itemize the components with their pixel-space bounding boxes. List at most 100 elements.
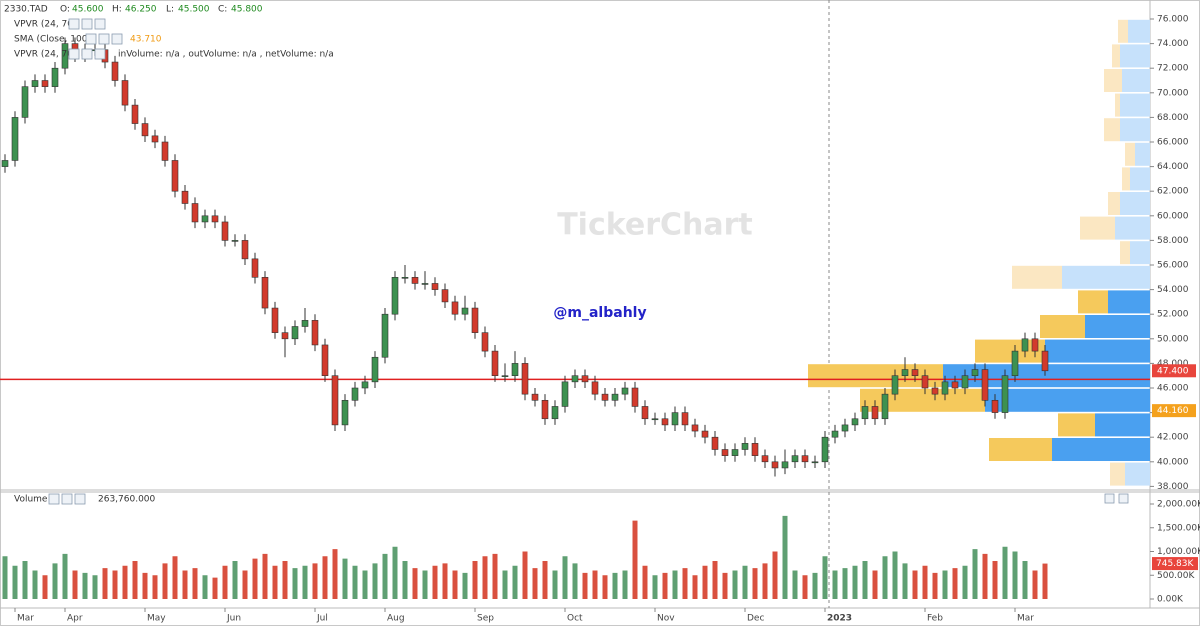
candle-body bbox=[321, 344, 329, 377]
candle-body bbox=[271, 307, 279, 333]
candle-body bbox=[511, 363, 519, 376]
price-label-box bbox=[1152, 364, 1196, 378]
candle-body bbox=[261, 276, 269, 309]
volume-bar bbox=[122, 565, 128, 599]
hide-icon[interactable] bbox=[81, 48, 93, 60]
volume-label: 745.83K bbox=[1156, 559, 1194, 569]
profile-down bbox=[1062, 265, 1150, 289]
volume-bar bbox=[92, 575, 98, 599]
candle-body bbox=[641, 406, 649, 420]
price-label: 47.400 bbox=[1157, 366, 1189, 376]
profile-down bbox=[1125, 462, 1150, 486]
candle-body bbox=[681, 412, 689, 426]
profile-down bbox=[943, 364, 1150, 388]
volume-bar bbox=[1032, 570, 1038, 599]
profile-up bbox=[1115, 93, 1120, 117]
profile-up bbox=[1110, 462, 1125, 486]
hide-icon[interactable] bbox=[98, 33, 110, 45]
label: O: bbox=[60, 5, 70, 15]
candle-body bbox=[951, 381, 959, 389]
candle-body bbox=[731, 449, 739, 456]
candle-body bbox=[1031, 338, 1039, 352]
settings-icon[interactable] bbox=[68, 48, 80, 60]
maximize-icon[interactable] bbox=[1104, 493, 1115, 504]
volume-bar bbox=[62, 553, 68, 599]
volume-bar bbox=[102, 568, 108, 599]
volume-bar bbox=[782, 515, 788, 599]
candle-body bbox=[461, 307, 469, 315]
candle-body bbox=[931, 387, 939, 395]
x-tick-label: Mar bbox=[1017, 614, 1034, 624]
volume-bar bbox=[632, 520, 638, 599]
settings-icon[interactable] bbox=[68, 18, 80, 30]
candle-body bbox=[991, 399, 999, 413]
volume-bar bbox=[442, 563, 448, 599]
y-tick-label: 2,000.00K bbox=[1157, 500, 1200, 510]
volume-bar bbox=[842, 568, 848, 599]
candle-body bbox=[601, 393, 609, 401]
candle-body bbox=[591, 381, 599, 395]
candle-body bbox=[741, 443, 749, 450]
volume-bar bbox=[862, 561, 868, 599]
candle-body bbox=[341, 399, 349, 426]
header: 2330.TAD O: 45.600 H: 46.250 L: 45.500 C… bbox=[4, 5, 1129, 505]
volume-bar bbox=[422, 570, 428, 599]
candle-body bbox=[381, 313, 389, 358]
volume-bar bbox=[82, 572, 88, 599]
volume-bar bbox=[742, 565, 748, 599]
x-tick-label: Apr bbox=[67, 614, 83, 624]
x-tick-label: Sep bbox=[477, 614, 494, 624]
volume-bar bbox=[1022, 561, 1028, 599]
volume-bar bbox=[212, 577, 218, 599]
volume-bar bbox=[922, 565, 928, 599]
y-tick-label: 0.00K bbox=[1157, 595, 1184, 605]
volume-bar bbox=[812, 572, 818, 599]
volume-bar bbox=[332, 549, 338, 599]
volume-bar bbox=[472, 561, 478, 599]
value: 45.600 bbox=[72, 5, 104, 15]
indicator-info: inVolume: n/a , outVolume: n/a , netVolu… bbox=[118, 50, 334, 60]
volume-bar bbox=[182, 570, 188, 599]
candle-body bbox=[561, 381, 569, 407]
profile-down bbox=[1115, 216, 1150, 240]
volume-bar bbox=[542, 561, 548, 599]
candle-body bbox=[771, 461, 779, 469]
x-tick-label: Nov bbox=[657, 614, 675, 624]
volume-bar bbox=[52, 563, 58, 599]
close-icon[interactable] bbox=[94, 48, 106, 60]
candle-body bbox=[31, 80, 39, 87]
volume-bar bbox=[872, 570, 878, 599]
profile-up bbox=[808, 364, 943, 388]
hide-icon[interactable] bbox=[61, 493, 73, 505]
volume-bar bbox=[112, 570, 118, 599]
volume-bar bbox=[402, 561, 408, 599]
candle-body bbox=[211, 215, 219, 223]
hide-icon[interactable] bbox=[81, 18, 93, 30]
indicator-name: VPVR (24, 70) bbox=[14, 50, 77, 60]
close-icon[interactable] bbox=[94, 18, 106, 30]
candle-body bbox=[891, 375, 899, 395]
close-icon[interactable] bbox=[111, 33, 123, 45]
candle-body bbox=[241, 240, 249, 260]
candle-body bbox=[551, 406, 559, 420]
volume-bar bbox=[222, 565, 228, 599]
candle-body bbox=[441, 289, 449, 303]
volume-bar bbox=[262, 553, 268, 599]
volume-bar bbox=[832, 570, 838, 599]
close-icon[interactable] bbox=[74, 493, 86, 505]
settings-icon[interactable] bbox=[85, 33, 97, 45]
candle-body bbox=[581, 375, 589, 383]
pane-title: Volume bbox=[14, 495, 48, 505]
close-pane-icon[interactable] bbox=[1118, 493, 1129, 504]
volume-bar bbox=[532, 568, 538, 599]
candle-body bbox=[1021, 338, 1029, 352]
candle-body bbox=[671, 412, 679, 426]
candle-body bbox=[941, 381, 949, 395]
y-tick-label: 66.000 bbox=[1157, 138, 1189, 148]
x-tick-label: Mar bbox=[17, 614, 34, 624]
volume-bar bbox=[412, 568, 418, 599]
settings-icon[interactable] bbox=[48, 493, 60, 505]
y-tick-label: 38.000 bbox=[1157, 482, 1189, 492]
candle-body bbox=[701, 430, 709, 438]
volume-bar bbox=[952, 568, 958, 599]
